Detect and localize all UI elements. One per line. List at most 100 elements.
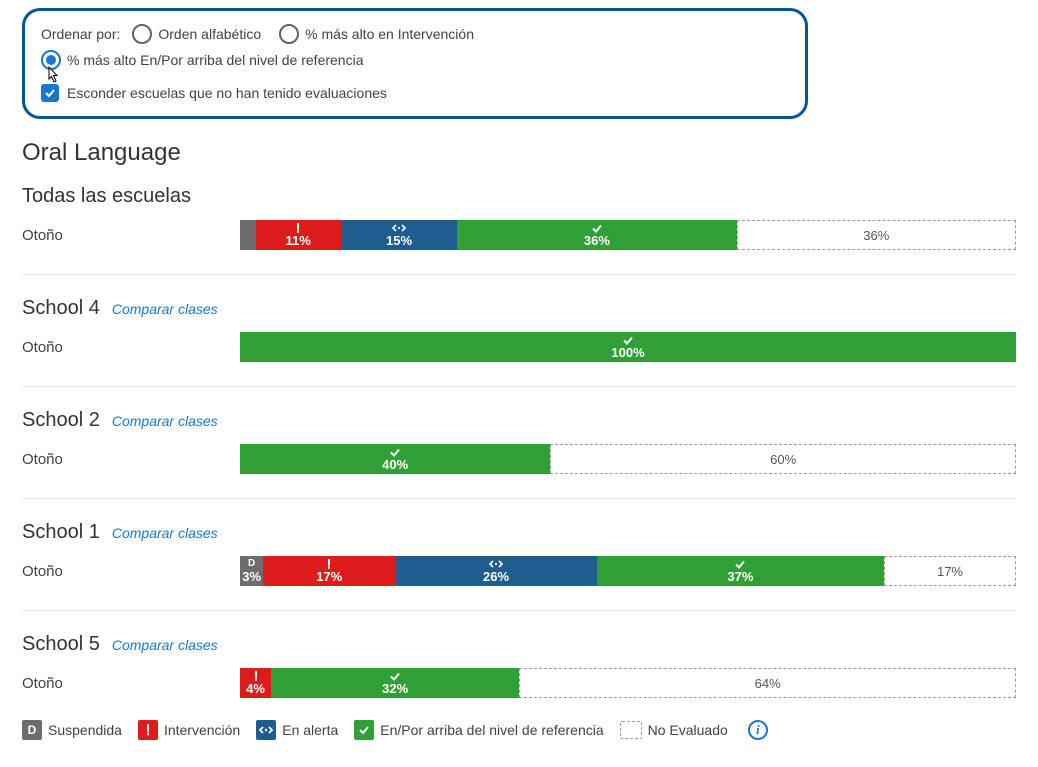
- bar-segment-not_evaluated[interactable]: 64%: [519, 668, 1016, 698]
- radio-icon: [132, 24, 152, 44]
- bar-segment-intervention[interactable]: 17%: [263, 556, 395, 586]
- legend-suspended: D Suspendida: [22, 720, 122, 740]
- sort-row: Ordenar por: Orden alfabético % más alto…: [41, 24, 789, 70]
- season-bar-row: Otoño 11% 15% 36% 36%: [22, 220, 1016, 250]
- school-block-header: School 2 Comparar clases: [22, 409, 1016, 432]
- segment-pct: 26%: [483, 570, 509, 583]
- bar-segment-benchmark[interactable]: 36%: [457, 220, 736, 250]
- bar-segment-alert[interactable]: 15%: [341, 220, 457, 250]
- legend-label: Suspendida: [48, 722, 122, 738]
- bar-segment-not_evaluated[interactable]: 36%: [737, 220, 1016, 250]
- stacked-bar: 100%: [240, 332, 1016, 362]
- benchmark-badge-icon: [354, 720, 374, 740]
- bar-segment-not_evaluated[interactable]: 60%: [550, 444, 1016, 474]
- school-block-header: School 1 Comparar clases: [22, 521, 1016, 544]
- section-divider: [22, 386, 1016, 387]
- segment-pct: 36%: [863, 229, 889, 242]
- school-name: Todas las escuelas: [22, 185, 191, 208]
- legend-benchmark: En/Por arriba del nivel de referencia: [354, 720, 603, 740]
- sort-option-label: % más alto En/Por arriba del nivel de re…: [67, 52, 363, 68]
- section-title: Oral Language: [22, 139, 1016, 167]
- section-divider: [22, 498, 1016, 499]
- segment-pct: 37%: [727, 570, 753, 583]
- segment-pct: 15%: [386, 234, 412, 247]
- school-block-header: School 4 Comparar clases: [22, 297, 1016, 320]
- compare-classes-link[interactable]: Comparar clases: [112, 525, 218, 541]
- info-icon[interactable]: i: [748, 720, 768, 740]
- hide-schools-label: Esconder escuelas que no han tenido eval…: [67, 85, 387, 101]
- bar-segment-intervention[interactable]: 11%: [256, 220, 341, 250]
- season-label: Otoño: [22, 451, 240, 468]
- segment-pct: 3%: [242, 570, 261, 583]
- section-divider: [22, 610, 1016, 611]
- segment-pct: 17%: [937, 565, 963, 578]
- compare-classes-link[interactable]: Comparar clases: [112, 301, 218, 317]
- segment-pct: 11%: [286, 234, 311, 247]
- segment-pct: 40%: [382, 458, 408, 471]
- sort-option-label: % más alto en Intervención: [305, 26, 474, 42]
- season-bar-row: Otoño 100%: [22, 332, 1016, 362]
- sort-option-label: Orden alfabético: [158, 26, 261, 42]
- school-block-header: Todas las escuelas: [22, 185, 1016, 208]
- bar-segment-intervention[interactable]: 4%: [240, 668, 271, 698]
- segment-pct: 64%: [755, 677, 781, 690]
- bar-segment-suspended[interactable]: [240, 220, 256, 250]
- season-label: Otoño: [22, 563, 240, 580]
- suspended-badge-icon: D: [22, 720, 42, 740]
- bar-segment-benchmark[interactable]: 32%: [271, 668, 519, 698]
- legend-label: En alerta: [282, 722, 338, 738]
- sort-option-alpha[interactable]: Orden alfabético: [132, 24, 261, 44]
- segment-pct: 32%: [382, 682, 408, 695]
- season-bar-row: Otoño 4% 32% 64%: [22, 668, 1016, 698]
- sort-option-intervention[interactable]: % más alto en Intervención: [279, 24, 474, 44]
- school-name: School 2: [22, 409, 100, 432]
- stacked-bar: 11% 15% 36% 36%: [240, 220, 1016, 250]
- school-block: Todas las escuelas Otoño 11% 15% 36% 36%: [22, 185, 1016, 250]
- school-block: School 5 Comparar clases Otoño 4% 32% 64%: [22, 633, 1016, 698]
- legend-label: No Evaluado: [648, 722, 728, 738]
- intervention-badge-icon: [138, 720, 158, 740]
- not-evaluated-swatch-icon: [620, 721, 642, 739]
- hide-schools-checkbox-row[interactable]: Esconder escuelas que no han tenido eval…: [41, 84, 789, 102]
- season-bar-row: Otoño 40% 60%: [22, 444, 1016, 474]
- segment-pct: 36%: [584, 234, 610, 247]
- legend-not-evaluated: No Evaluado: [620, 721, 728, 739]
- segment-pct: 60%: [770, 453, 796, 466]
- compare-classes-link[interactable]: Comparar clases: [112, 637, 218, 653]
- bar-segment-benchmark[interactable]: 40%: [240, 444, 550, 474]
- legend-alert: En alerta: [256, 720, 338, 740]
- bar-segment-alert[interactable]: 26%: [395, 556, 597, 586]
- bar-segment-suspended[interactable]: D3%: [240, 556, 263, 586]
- sort-option-benchmark[interactable]: % más alto En/Por arriba del nivel de re…: [41, 50, 363, 70]
- season-label: Otoño: [22, 675, 240, 692]
- stacked-bar: 4% 32% 64%: [240, 668, 1016, 698]
- alert-badge-icon: [256, 720, 276, 740]
- bar-segment-benchmark[interactable]: 100%: [240, 332, 1016, 362]
- section-divider: [22, 274, 1016, 275]
- school-block: School 1 Comparar clases OtoñoD3% 17% 26% 37%…: [22, 521, 1016, 586]
- sort-controls-panel: Ordenar por: Orden alfabético % más alto…: [22, 8, 808, 119]
- bar-segment-not_evaluated[interactable]: 17%: [884, 556, 1016, 586]
- sort-by-label: Ordenar por:: [41, 26, 120, 42]
- season-label: Otoño: [22, 227, 240, 244]
- segment-pct: 100%: [611, 346, 644, 359]
- segment-pct: 4%: [246, 682, 265, 695]
- school-name: School 4: [22, 297, 100, 320]
- stacked-bar: D3% 17% 26% 37% 17%: [240, 556, 1016, 586]
- season-bar-row: OtoñoD3% 17% 26% 37% 17%: [22, 556, 1016, 586]
- legend: D Suspendida Intervención En alerta En/P…: [22, 720, 1016, 740]
- bar-segment-benchmark[interactable]: 37%: [597, 556, 884, 586]
- legend-label: En/Por arriba del nivel de referencia: [380, 722, 603, 738]
- school-name: School 5: [22, 633, 100, 656]
- cursor-pointer-icon: [44, 65, 62, 87]
- radio-icon: [279, 24, 299, 44]
- school-name: School 1: [22, 521, 100, 544]
- legend-intervention: Intervención: [138, 720, 240, 740]
- season-label: Otoño: [22, 339, 240, 356]
- school-block-header: School 5 Comparar clases: [22, 633, 1016, 656]
- segment-pct: 17%: [316, 570, 342, 583]
- school-block: School 4 Comparar clases Otoño 100%: [22, 297, 1016, 362]
- stacked-bar: 40% 60%: [240, 444, 1016, 474]
- school-block: School 2 Comparar clases Otoño 40% 60%: [22, 409, 1016, 474]
- compare-classes-link[interactable]: Comparar clases: [112, 413, 218, 429]
